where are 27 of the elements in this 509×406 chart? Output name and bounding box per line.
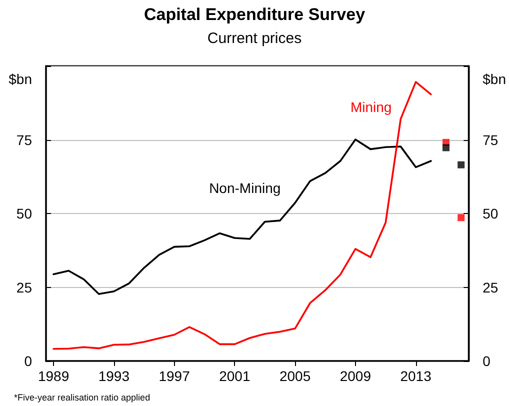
line-series xyxy=(52,81,432,350)
x-tick-label: 2009 xyxy=(340,368,372,384)
y-tick-label: 25 xyxy=(16,279,32,296)
y-tick-label: 50 xyxy=(16,206,32,222)
x-tick-label: 1997 xyxy=(158,368,190,384)
y2-tick-label: 50 xyxy=(482,206,498,222)
line-series xyxy=(52,138,432,295)
y2-axis-title: $bn xyxy=(482,71,506,87)
series-label: Mining xyxy=(350,98,392,115)
point xyxy=(458,214,465,222)
chart-title: Capital Expenditure Survey xyxy=(144,5,366,24)
point xyxy=(442,144,450,152)
x-tick-label: 2001 xyxy=(219,368,250,384)
y-tick-label: 75 xyxy=(16,132,32,148)
x-tick-label: 2013 xyxy=(400,368,432,384)
x-tick-label: 1993 xyxy=(98,368,130,384)
text: *Five-year realisation ratio applied xyxy=(14,392,150,402)
y2-tick-label: 0 xyxy=(482,353,491,369)
y2-tick-label: 75 xyxy=(482,132,498,148)
y-tick-label: 0 xyxy=(24,353,32,369)
point xyxy=(458,161,465,168)
y-axis-title: $bn xyxy=(8,71,32,87)
series-label: Non-Mining xyxy=(209,180,281,196)
x-tick-label: 1989 xyxy=(38,368,70,384)
x-tick-label: 2005 xyxy=(279,368,311,384)
y2-tick-label: 25 xyxy=(482,279,498,296)
chart-subtitle: Current prices xyxy=(207,30,302,47)
